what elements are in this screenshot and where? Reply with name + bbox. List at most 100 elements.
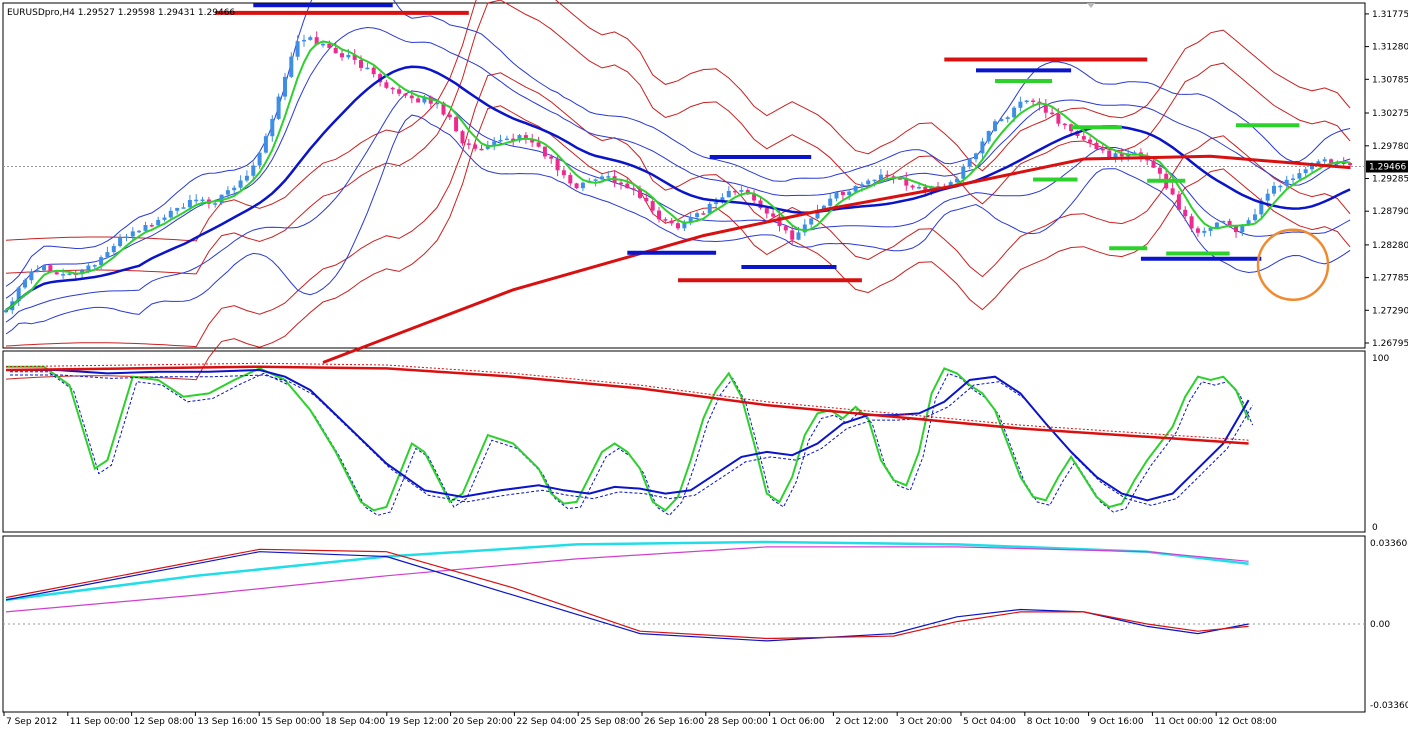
candle-body (92, 265, 97, 267)
red-envelope-line (5, 0, 1351, 242)
candle-body (1278, 185, 1283, 188)
x-tick-label: 12 Oct 08:00 (1218, 717, 1277, 727)
candle-body (403, 93, 408, 96)
oscillator-line-red (5, 365, 1249, 445)
candle-body (853, 185, 858, 192)
candle-body (1291, 178, 1295, 180)
candle-body (1234, 225, 1238, 233)
scroll-marker-icon[interactable] (1087, 3, 1095, 8)
candle-body (802, 224, 807, 233)
candle-body (663, 219, 668, 221)
candle-body (416, 98, 421, 103)
x-tick-label: 11 Oct 00:00 (1154, 717, 1213, 727)
x-tick-label: 18 Sep 04:00 (325, 717, 385, 727)
candle-body (460, 131, 465, 144)
x-tick-label: 20 Sep 20:00 (453, 717, 513, 727)
candle-body (441, 102, 446, 115)
candle-body (1062, 123, 1067, 126)
candle-body (454, 117, 459, 132)
y-tick-label: 1.30785 (1372, 75, 1408, 85)
candle-body (295, 41, 300, 57)
candle-body (834, 191, 839, 199)
oscillator-line-blue (6, 368, 1250, 502)
candle-body (365, 67, 370, 70)
candle-body (739, 190, 744, 192)
candle-body (682, 222, 687, 229)
candle-body (162, 217, 167, 220)
candle-body (904, 178, 909, 186)
candle-body (1246, 220, 1251, 226)
x-tick-label: 9 Oct 16:00 (1091, 717, 1144, 727)
candle-body (270, 118, 275, 137)
y-tick-label: 1.30275 (1372, 109, 1408, 119)
candle-body (29, 271, 34, 281)
candle-body (1322, 159, 1327, 162)
candle-body (657, 210, 661, 220)
candle-body (771, 213, 776, 217)
candle-body (897, 178, 902, 180)
candle-body (86, 265, 91, 271)
candle-body (790, 230, 795, 240)
candle-body (542, 146, 547, 157)
candle-body (54, 272, 59, 275)
candle-body (390, 87, 395, 90)
y-tick-label: 1.31775 (1372, 10, 1408, 20)
candle-body (923, 187, 928, 191)
candle-body (42, 265, 46, 271)
macd-tick-label: 0.00 (1370, 620, 1390, 630)
candle-body (1303, 169, 1308, 174)
candle-body (181, 207, 186, 209)
candle-body (644, 197, 649, 202)
candle-body (707, 203, 712, 214)
candle-body (473, 144, 478, 149)
candle-body (371, 67, 376, 75)
candle-body (99, 257, 104, 266)
candle-body (1119, 153, 1124, 157)
macd-line-magenta (5, 546, 1249, 613)
candle-body (105, 252, 110, 258)
candle-body (600, 176, 604, 180)
candle-body (1348, 163, 1353, 166)
candle-body (219, 194, 224, 204)
candle-body (359, 60, 363, 68)
candle-body (257, 152, 262, 166)
blue-ma-line (5, 65, 1351, 312)
main-panel-frame (2, 2, 1366, 349)
candle-body (619, 182, 623, 185)
candle-body (1024, 100, 1029, 102)
candle-body (1310, 164, 1314, 170)
candle-body (200, 199, 205, 201)
candle-body (917, 187, 921, 189)
candle-body (1170, 188, 1175, 195)
candle-body (61, 274, 66, 276)
candle-body (688, 217, 693, 223)
candle-body (568, 175, 573, 184)
candle-body (1094, 142, 1099, 149)
candle-body (168, 210, 173, 218)
candle-body (1081, 136, 1086, 140)
y-tick-label: 1.26795 (1372, 339, 1408, 349)
candle-body (536, 142, 541, 147)
red-trend-line (322, 154, 1351, 364)
candle-body (1316, 161, 1321, 165)
candle-body (1195, 228, 1200, 233)
candle-body (327, 43, 332, 48)
symbol-info: EURUSDpro,H4 1.29527 1.29598 1.29431 1.2… (7, 8, 235, 18)
main-panel (3, 0, 1365, 381)
candle-body (625, 183, 630, 189)
candle-body (1214, 222, 1219, 228)
y-tick-label: 1.27290 (1372, 306, 1408, 316)
macd-line-red (5, 548, 1249, 640)
candle-body (1113, 153, 1118, 158)
candle-body (479, 148, 484, 151)
candle-body (821, 205, 826, 210)
candle-body (397, 89, 402, 94)
candle-body (111, 246, 116, 253)
candle-body (384, 82, 389, 88)
x-tick-label: 22 Sep 04:00 (516, 717, 576, 727)
candle-body (511, 138, 516, 141)
bollinger-band-line (5, 114, 1351, 335)
y-tick-label: 1.29285 (1372, 175, 1408, 185)
candle-body (1005, 117, 1010, 119)
